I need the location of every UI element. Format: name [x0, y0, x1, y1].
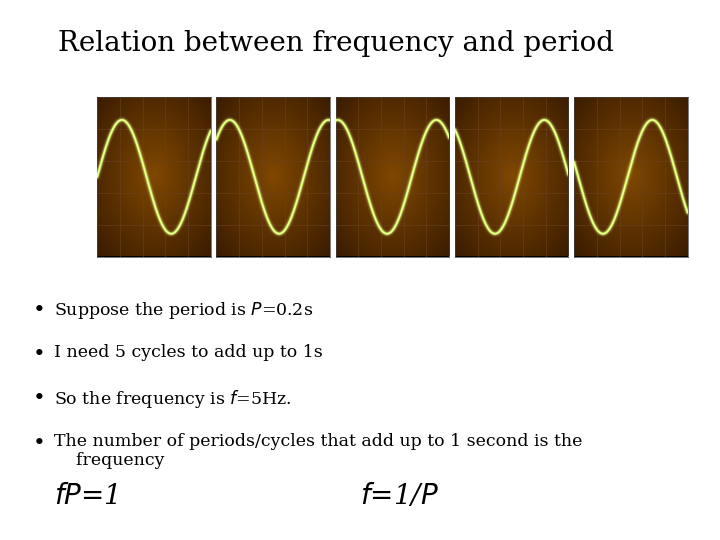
Text: •: • — [33, 344, 46, 364]
Text: $fP$=1: $fP$=1 — [54, 483, 118, 510]
Text: Suppose the period is $P$=0.2s: Suppose the period is $P$=0.2s — [54, 300, 313, 321]
Text: $f$=1/$P$: $f$=1/$P$ — [360, 482, 438, 510]
Text: Relation between frequency and period: Relation between frequency and period — [58, 30, 613, 57]
Text: •: • — [33, 300, 46, 320]
Text: I need 5 cycles to add up to 1s: I need 5 cycles to add up to 1s — [54, 344, 323, 361]
Text: •: • — [33, 433, 46, 453]
Text: So the frequency is $f$=5Hz.: So the frequency is $f$=5Hz. — [54, 388, 292, 410]
Text: •: • — [33, 388, 46, 408]
Text: The number of periods/cycles that add up to 1 second is the
    frequency: The number of periods/cycles that add up… — [54, 433, 582, 469]
